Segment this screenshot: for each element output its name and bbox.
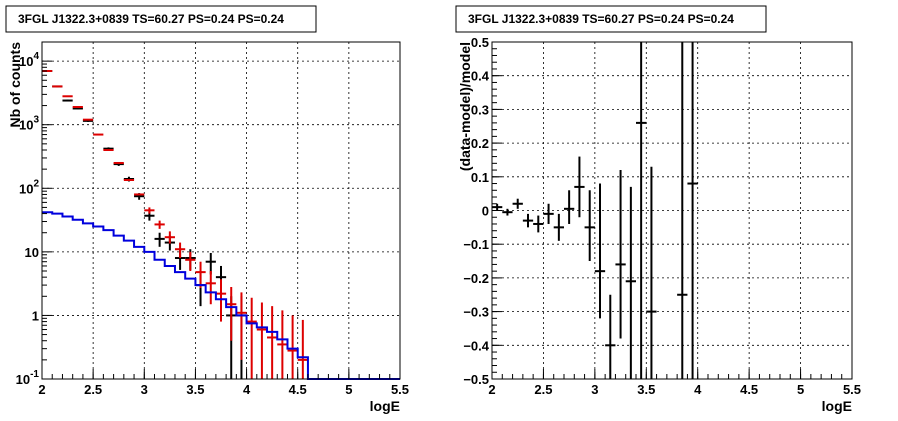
y-tick-label: 10-1 xyxy=(16,369,40,387)
x-tick-label: 2 xyxy=(488,382,495,397)
x-tick-label: 3.5 xyxy=(186,382,204,397)
x-tick-label: 2.5 xyxy=(84,382,102,397)
y-tick-label: 0.1 xyxy=(471,170,489,185)
y-tick-label: −0.4 xyxy=(463,338,489,353)
counts-title: 3FGL J1322.3+0839 TS=60.27 PS=0.24 PS=0.… xyxy=(18,12,284,26)
x-tick-label: 4.5 xyxy=(740,382,758,397)
y-tick-label: 1 xyxy=(32,308,39,323)
y-tick-label: 0.3 xyxy=(471,102,489,117)
y-tick-label: −0.3 xyxy=(463,305,489,320)
y-tick-label: 0 xyxy=(482,204,489,219)
counts-grid xyxy=(42,42,400,379)
residual-panel: 2 2.5 3 3.5 4 4.5 5 5.5 −0.5 −0.4 −0.3 −0.2 −0.1 0 0.… xyxy=(455,5,861,414)
residual-title: 3FGL J1322.3+0839 TS=60.27 PS=0.24 PS=0.… xyxy=(468,12,734,26)
y-tick-label: 0.4 xyxy=(471,69,490,84)
counts-x-axis-title: logE xyxy=(370,398,400,414)
x-tick-label: 5.5 xyxy=(391,382,409,397)
residual-x-axis-title: logE xyxy=(822,398,852,414)
background-step-line xyxy=(42,211,400,380)
y-tick-label: −0.1 xyxy=(463,237,489,252)
x-tick-label: 3.5 xyxy=(637,382,655,397)
y-tick-label: 0.5 xyxy=(471,35,489,50)
residual-grid xyxy=(492,42,852,379)
y-tick-label: 102 xyxy=(19,178,39,196)
x-tick-label: 5 xyxy=(797,382,804,397)
counts-title-box xyxy=(5,5,317,33)
counts-panel: 2 2.5 3 3.5 4 4.5 5 5.5 10-1 1 10 102 103 104 logE N… xyxy=(5,5,409,414)
x-tick-label: 5 xyxy=(345,382,352,397)
y-tick-label: 0.2 xyxy=(471,136,489,151)
y-tick-label: 103 xyxy=(19,115,39,133)
y-tick-label: −0.2 xyxy=(463,271,489,286)
counts-x-ticks: 2 2.5 3 3.5 4 4.5 5 5.5 xyxy=(38,369,409,397)
x-tick-label: 4 xyxy=(694,382,702,397)
y-tick-label: 10 xyxy=(25,245,39,260)
residual-y-ticks: −0.5 −0.4 −0.3 −0.2 −0.1 0 0.1 0.2 0.3 0.4 0.5 xyxy=(463,35,502,387)
x-tick-label: 5.5 xyxy=(843,382,861,397)
x-tick-label: 3 xyxy=(141,382,148,397)
x-tick-label: 3 xyxy=(591,382,598,397)
residual-title-box xyxy=(455,5,767,33)
counts-frame xyxy=(41,41,401,380)
counts-y-ticks: 10-1 1 10 102 103 104 xyxy=(16,51,52,387)
counts-y-axis-title: Nb of counts xyxy=(7,42,23,128)
x-tick-label: 2 xyxy=(38,382,45,397)
y-tick-label: 104 xyxy=(19,51,39,69)
x-tick-label: 4.5 xyxy=(289,382,307,397)
x-tick-label: 2.5 xyxy=(534,382,552,397)
residual-x-ticks: 2 2.5 3 3.5 4 4.5 5 5.5 xyxy=(488,369,861,397)
residual-y-axis-title: (data-model)/model xyxy=(457,42,473,171)
residual-marks xyxy=(492,42,698,379)
x-tick-label: 4 xyxy=(243,382,251,397)
counts-marks xyxy=(42,69,400,380)
y-tick-label: −0.5 xyxy=(463,372,489,387)
